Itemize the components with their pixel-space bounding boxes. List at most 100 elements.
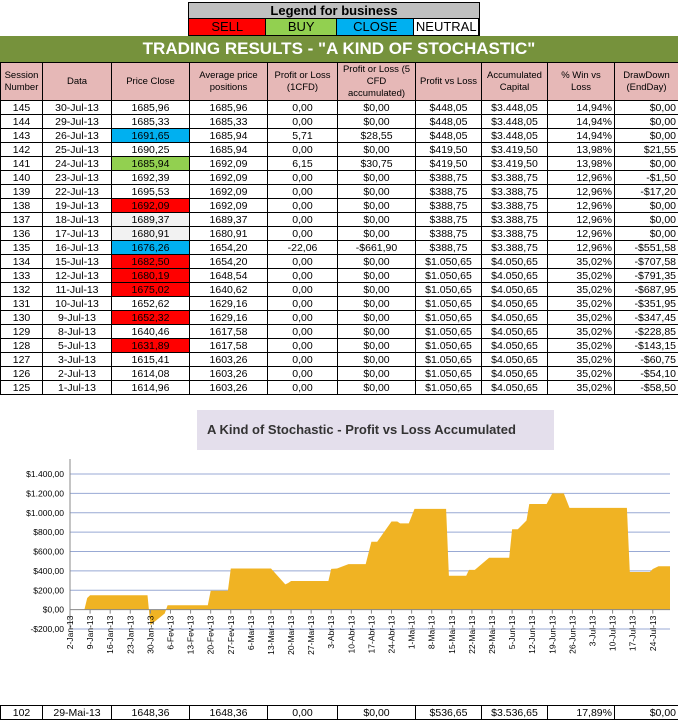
- x-tick-label: 23-Jan-13: [125, 615, 135, 654]
- table-cell: -$58,50: [614, 380, 678, 395]
- table-cell: $448,05: [415, 128, 482, 143]
- table-cell: $3.388,75: [481, 240, 548, 255]
- x-tick-label: 13-Mar-13: [266, 615, 276, 654]
- table-cell: 1685,94: [189, 128, 268, 143]
- table-cell: $0,00: [614, 128, 678, 143]
- table-cell: 1617,58: [189, 338, 268, 353]
- table-cell: $0,00: [337, 254, 416, 269]
- column-header: Session Number: [0, 62, 43, 101]
- table-cell: 2-Jul-13: [42, 366, 112, 381]
- table-cell: 1689,37: [111, 212, 190, 227]
- table-cell: 1691,65: [111, 128, 190, 143]
- table-cell: 1652,32: [111, 310, 190, 325]
- table-cell: $4.050,65: [481, 324, 548, 339]
- table-cell: 10-Jul-13: [42, 296, 112, 311]
- table-cell: 30-Jul-13: [42, 100, 112, 115]
- table-cell: 126: [0, 366, 43, 381]
- table-cell: 35,02%: [547, 380, 615, 395]
- table-cell: 134: [0, 254, 43, 269]
- column-header: DrawDown (EndDay): [614, 62, 678, 101]
- table-cell: 8-Jul-13: [42, 324, 112, 339]
- table-row: 133 12-Jul-13 1680,19 1648,54 0,00 $0,00 $1.05…: [0, 268, 678, 283]
- table-cell: $0,00: [337, 338, 416, 353]
- table-cell: -$661,90: [337, 240, 416, 255]
- table-cell: 25-Jul-13: [42, 142, 112, 157]
- table-cell: 3-Jul-13: [42, 352, 112, 367]
- table-cell: 1676,26: [111, 240, 190, 255]
- table-cell: -$551,58: [614, 240, 678, 255]
- table-cell: $3.419,50: [481, 156, 548, 171]
- table-cell: 1692,09: [189, 156, 268, 171]
- x-tick-label: 12-Jun-13: [527, 615, 537, 654]
- x-tick-label: 6-Mar-13: [246, 615, 256, 650]
- table-cell: $419,50: [415, 142, 482, 157]
- table-cell: 1692,09: [189, 184, 268, 199]
- table-cell: 1654,20: [189, 240, 268, 255]
- table-cell: 133: [0, 268, 43, 283]
- table-cell: $4.050,65: [481, 282, 548, 297]
- table-cell: 1-Jul-13: [42, 380, 112, 395]
- table-cell: $3.448,05: [481, 100, 548, 115]
- table-cell: $0,00: [337, 352, 416, 367]
- x-tick-label: 26-Jun-13: [567, 615, 577, 654]
- table-cell: $1.050,65: [415, 310, 482, 325]
- table-cell: 0,00: [267, 380, 338, 395]
- table-cell: 13,98%: [547, 156, 615, 171]
- table-cell: $1.050,65: [415, 380, 482, 395]
- table-cell: $1.050,65: [415, 254, 482, 269]
- table-cell: $4.050,65: [481, 310, 548, 325]
- x-tick-label: 30-Jan-13: [145, 615, 155, 654]
- y-tick-label: -$200,00: [30, 624, 64, 634]
- table-cell: -$347,45: [614, 310, 678, 325]
- table-cell: 1692,09: [189, 170, 268, 185]
- table-cell: 0,00: [267, 212, 338, 227]
- table-cell: -$54,10: [614, 366, 678, 381]
- table-cell: 131: [0, 296, 43, 311]
- table-cell: 0,00: [267, 170, 338, 185]
- table-cell: 1692,09: [111, 198, 190, 213]
- table-cell: $388,75: [415, 184, 482, 199]
- table-cell: 12,96%: [547, 212, 615, 227]
- x-tick-label: 24-Abr-13: [387, 615, 397, 653]
- table-cell: 1685,94: [189, 142, 268, 157]
- table-cell: 29-Jul-13: [42, 114, 112, 129]
- table-cell: $0,00: [337, 226, 416, 241]
- table-row: 127 3-Jul-13 1615,41 1603,26 0,00 $0,00 $1.050…: [0, 352, 678, 367]
- table-cell: $0,00: [337, 380, 416, 395]
- table-cell: $0,00: [337, 282, 416, 297]
- table-cell: $1.050,65: [415, 296, 482, 311]
- table-cell: $388,75: [415, 212, 482, 227]
- table-cell: 145: [0, 100, 43, 115]
- table-cell: 139: [0, 184, 43, 199]
- table-cell: -$60,75: [614, 352, 678, 367]
- table-cell: 102: [0, 705, 43, 720]
- legend-title: Legend for business: [188, 2, 480, 19]
- column-header: Average price positions: [189, 62, 268, 101]
- table-cell: 1631,89: [111, 338, 190, 353]
- x-tick-label: 19-Jun-13: [547, 615, 557, 654]
- legend-sell: SELL: [189, 19, 267, 35]
- table-cell: 142: [0, 142, 43, 157]
- table-cell: 1648,36: [111, 705, 190, 720]
- table-cell: $0,00: [337, 170, 416, 185]
- table-cell: $0,00: [337, 114, 416, 129]
- table-cell: $1.050,65: [415, 282, 482, 297]
- legend: SELL BUY CLOSE NEUTRAL: [188, 19, 480, 36]
- x-tick-label: 8-Mai-13: [427, 615, 437, 649]
- table-cell: 15-Jul-13: [42, 254, 112, 269]
- table-cell: $0,00: [337, 142, 416, 157]
- table-cell: $4.050,65: [481, 268, 548, 283]
- table-cell: 1675,02: [111, 282, 190, 297]
- table-cell: $4.050,65: [481, 338, 548, 353]
- table-cell: $1.050,65: [415, 268, 482, 283]
- column-header: Data: [42, 62, 112, 101]
- table-cell: 138: [0, 198, 43, 213]
- table-cell: 1692,09: [189, 198, 268, 213]
- table-cell: 0,00: [267, 184, 338, 199]
- legend-neutral: NEUTRAL: [414, 19, 480, 35]
- table-cell: 1690,25: [111, 142, 190, 157]
- table-cell: $448,05: [415, 114, 482, 129]
- table-cell: 1685,96: [111, 100, 190, 115]
- table-cell: 1615,41: [111, 352, 190, 367]
- legend-buy: BUY: [266, 19, 337, 35]
